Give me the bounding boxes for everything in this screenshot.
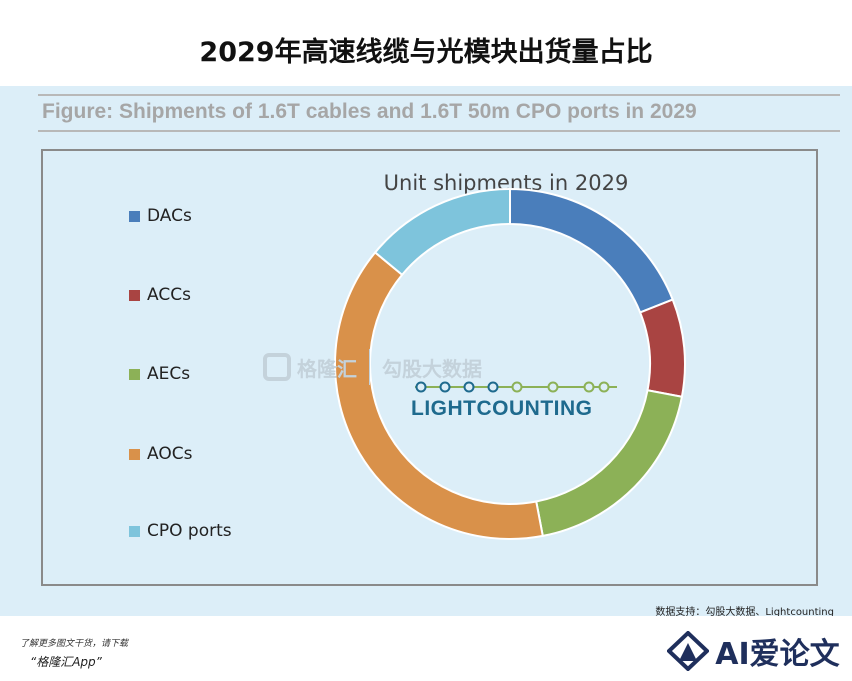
caption-bottom-rule bbox=[38, 130, 840, 132]
watermark-left-text: 格隆汇 bbox=[297, 356, 357, 381]
legend-item-accs: ACCs bbox=[129, 285, 191, 305]
donut-slice-accs bbox=[638, 298, 686, 398]
lightcounting-logo: LIGHTCOUNTING bbox=[411, 397, 593, 420]
legend-item-cpo-ports: CPO ports bbox=[129, 521, 232, 541]
donut-slice-cpo-ports bbox=[373, 187, 511, 277]
brand-logo: AI爱论文 bbox=[655, 620, 852, 681]
legend-swatch bbox=[129, 210, 140, 222]
legend-item-aocs: AOCs bbox=[129, 444, 192, 464]
donut-chart bbox=[334, 187, 686, 540]
legend-item-aecs: AECs bbox=[129, 364, 190, 384]
brand-mark-icon bbox=[667, 630, 710, 671]
footer-app-name: “格隆汇App” bbox=[30, 655, 102, 669]
legend-item-dacs: DACs bbox=[129, 206, 192, 226]
caption-top-rule bbox=[38, 94, 840, 96]
watermark: 格隆汇 勾股大数据 bbox=[263, 349, 482, 385]
watermark-divider bbox=[369, 349, 370, 385]
legend-swatch bbox=[129, 448, 140, 460]
donut-slice-aocs bbox=[334, 251, 544, 540]
donut-slice-dacs bbox=[509, 187, 675, 314]
legend-label: AOCs bbox=[147, 444, 193, 464]
legend-label: CPO ports bbox=[147, 521, 232, 541]
legend-swatch bbox=[129, 525, 140, 537]
legend-label: ACCs bbox=[147, 285, 191, 305]
brand-text: AI爱论文 bbox=[715, 636, 840, 672]
figure-caption: Figure: Shipments of 1.6T cables and 1.6… bbox=[42, 100, 697, 123]
source-note: 数据支持：勾股大数据、Lightcounting bbox=[655, 607, 834, 618]
watermark-logo-icon bbox=[263, 353, 291, 381]
legend-label: AECs bbox=[147, 364, 191, 384]
page-title: 2029年高速线缆与光模块出货量占比 bbox=[199, 37, 653, 68]
watermark-right-text: 勾股大数据 bbox=[382, 356, 482, 381]
legend-swatch bbox=[129, 289, 140, 301]
legend-swatch bbox=[129, 368, 140, 380]
chart-frame: Unit shipments in 2029 DACs ACCs AECs AO… bbox=[41, 149, 818, 586]
footer-download-hint: 了解更多图文干货，请下载 bbox=[20, 639, 129, 649]
legend-label: DACs bbox=[147, 206, 192, 226]
lightcounting-dots-icon bbox=[415, 381, 617, 393]
